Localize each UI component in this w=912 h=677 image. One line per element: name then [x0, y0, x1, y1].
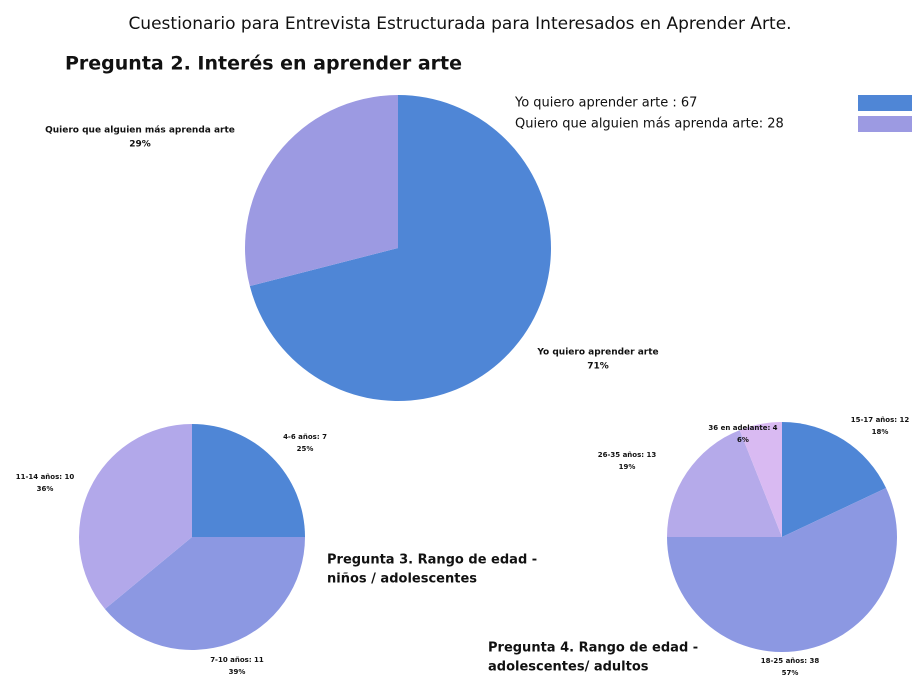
slice-percent: 25%: [297, 445, 314, 453]
legend-swatch: [858, 116, 912, 132]
slice-label: 4-6 años: 7: [283, 433, 327, 441]
pie-slice: [782, 422, 887, 537]
slice-percent: 57%: [782, 669, 799, 677]
pie-slice: [192, 424, 305, 537]
slice-percent: 36%: [37, 485, 54, 493]
pie-slice: [104, 537, 305, 651]
slice-label: 26-35 años: 13: [598, 451, 657, 459]
slice-label: 18-25 años: 38: [761, 657, 820, 665]
pie-slice: [667, 430, 782, 537]
slice-percent: 19%: [619, 463, 636, 471]
slice-percent: 71%: [587, 362, 609, 372]
slice-label: Yo quiero aprender arte: [536, 348, 658, 358]
slice-label: Quiero que alguien más aprenda arte: [45, 126, 235, 136]
chart-title: Pregunta 3. Rango de edad -: [327, 553, 537, 568]
slice-label: 15-17 años: 12: [851, 416, 910, 424]
slice-label: 36 en adelante: 4: [708, 424, 777, 432]
pie-slice: [739, 421, 782, 537]
pie-slice: [78, 424, 192, 610]
pie-slice: [667, 488, 898, 652]
slice-label: 7-10 años: 11: [210, 656, 264, 664]
page-title: Cuestionario para Entrevista Estructurad…: [128, 14, 791, 34]
pie-slice: [249, 95, 551, 402]
pie-slice: [245, 95, 398, 287]
chart-title: niños / adolescentes: [327, 572, 477, 587]
chart-title: Pregunta 2. Interés en aprender arte: [65, 53, 462, 75]
legend-swatch: [858, 95, 912, 111]
legend-label: Yo quiero aprender arte : 67: [514, 96, 697, 111]
slice-percent: 29%: [129, 140, 151, 150]
slice-percent: 39%: [229, 668, 246, 676]
legend-label: Quiero que alguien más aprenda arte: 28: [515, 117, 784, 132]
slice-percent: 6%: [737, 436, 749, 444]
chart-title: Pregunta 4. Rango de edad -: [488, 641, 698, 656]
slice-percent: 18%: [872, 428, 889, 436]
slice-label: 11-14 años: 10: [16, 473, 75, 481]
chart-title: adolescentes/ adultos: [488, 660, 649, 675]
